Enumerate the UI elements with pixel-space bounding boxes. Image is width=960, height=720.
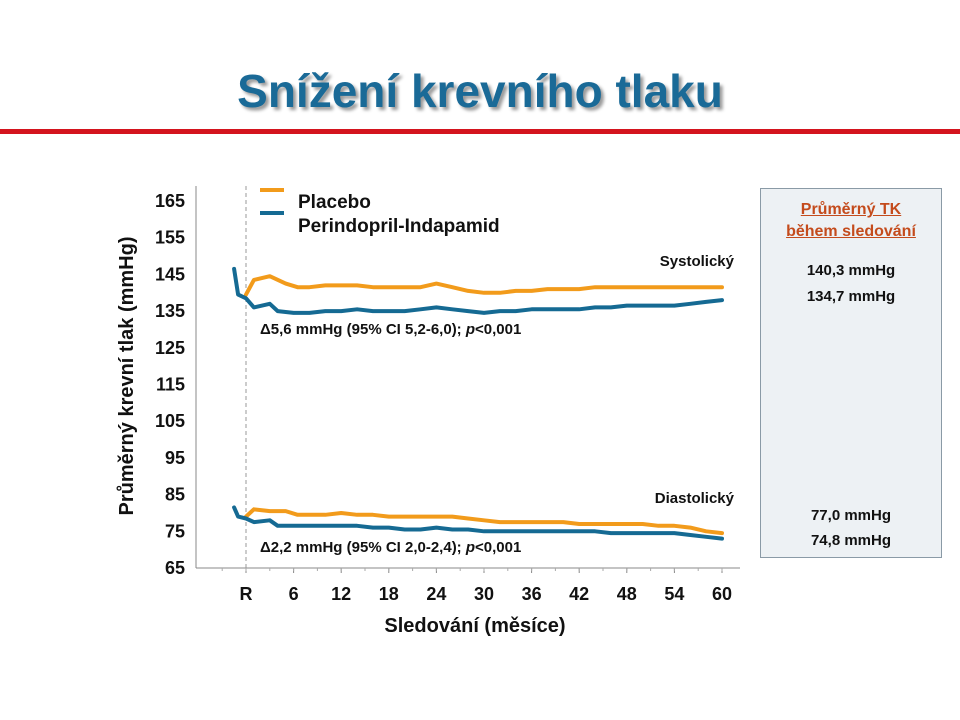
y-axis-title: Průměrný krevní tlak (mmHg) (116, 237, 138, 516)
legend-label-active: Perindopril-Indapamid (298, 216, 500, 237)
y-tick-label: 95 (165, 448, 185, 468)
active-diastolic-line (232, 505, 724, 541)
systolic-delta-symbol: Δ (260, 321, 271, 338)
y-tick-label: 105 (155, 411, 185, 431)
x-tick-label: 54 (664, 584, 684, 604)
active-systolic-line (232, 266, 724, 315)
x-axis-title: Sledování (měsíce) (384, 615, 565, 637)
diastolic-delta-annotation: Δ2,2 mmHg (95% CI 2,0-2,4); p<0,001 (260, 539, 521, 556)
y-tick-label: 115 (156, 375, 185, 395)
summary-title-line2: během sledování (786, 223, 916, 240)
x-tick-label: 60 (712, 584, 732, 604)
diastolic-p-symbol: p (465, 539, 475, 556)
x-tick-label: 36 (522, 584, 542, 604)
placebo-diastolic-line (244, 507, 724, 536)
series-layer (232, 266, 724, 541)
summary-title: Průměrný TK během sledování (761, 199, 941, 243)
y-tick-group: 165 155 145 135 125 115 105 95 85 75 65 (155, 191, 185, 578)
summary-box: Průměrný TK během sledování 140,3 mmHg 1… (760, 188, 942, 558)
summary-diastolic-active: 74,8 mmHg (810, 532, 892, 549)
legend-label-placebo: Placebo (298, 192, 371, 213)
x-tick-label: 6 (289, 584, 299, 604)
systolic-delta-annotation: Δ5,6 mmHg (95% CI 5,2-6,0); p<0,001 (260, 321, 521, 338)
systolic-p-text: <0,001 (475, 321, 521, 338)
placebo-systolic-line (244, 274, 724, 297)
y-tick-label: 165 (155, 191, 185, 211)
y-tick-label: 75 (165, 521, 185, 541)
y-tick-label: 65 (165, 558, 185, 578)
summary-systolic-active: 134,7 mmHg (806, 288, 896, 305)
slide-title: Snížení krevního tlaku (237, 65, 723, 117)
y-tick-label: 135 (155, 301, 185, 321)
x-tick-group: R 6 12 18 24 30 36 42 48 54 60 (221, 568, 732, 604)
systolic-p-symbol: p (465, 321, 475, 338)
diastolic-label: Diastolický (655, 490, 735, 507)
x-tick-label: 42 (569, 584, 589, 604)
diastolic-p-text: <0,001 (475, 539, 521, 556)
y-tick-label: 125 (155, 338, 185, 358)
x-tick-label: 12 (331, 584, 351, 604)
x-tick-label: R (240, 584, 253, 604)
summary-title-line1: Průměrný TK (800, 201, 902, 218)
title-rule (0, 129, 960, 134)
diastolic-delta-text: 2,2 mmHg (95% CI 2,0-2,4); (271, 539, 466, 556)
y-tick-label: 145 (155, 264, 185, 284)
x-tick-label: 30 (474, 584, 494, 604)
x-tick-label: 24 (426, 584, 446, 604)
summary-diastolic-placebo: 77,0 mmHg (810, 507, 892, 524)
y-tick-label: 85 (165, 485, 185, 505)
x-tick-label: 18 (379, 584, 399, 604)
y-tick-label: 155 (155, 228, 185, 248)
systolic-label: Systolický (660, 253, 735, 270)
systolic-delta-text: 5,6 mmHg (95% CI 5,2-6,0); (271, 321, 466, 338)
diastolic-delta-symbol: Δ (260, 539, 271, 556)
x-tick-label: 48 (617, 584, 637, 604)
summary-systolic-placebo: 140,3 mmHg (806, 262, 896, 279)
